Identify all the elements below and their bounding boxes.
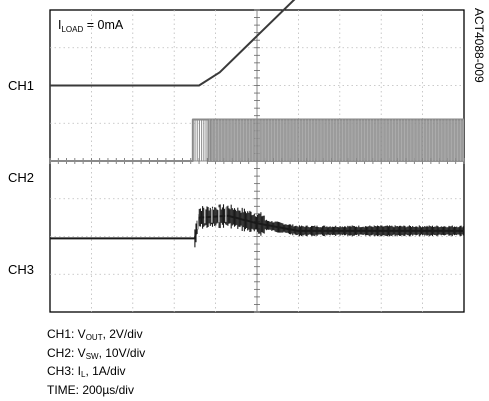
trace-ch1 xyxy=(50,0,296,87)
trace-ch2-switching xyxy=(192,118,464,162)
legend-line-time: TIME: 200µs/div xyxy=(47,382,134,397)
scale-legend: CH1: VOUT, 2V/div CH2: VSW, 10V/div CH3:… xyxy=(47,327,145,401)
traces xyxy=(50,0,464,248)
figure-id: ACT4088-009 xyxy=(472,8,486,83)
trace-ch3-ripple xyxy=(194,204,464,248)
load-annotation: ILOAD = 0mA xyxy=(58,18,124,34)
channel-label-ch2: CH2 xyxy=(8,170,34,185)
legend-line-ch3: CH3: IL, 1A/div xyxy=(47,364,126,380)
channel-label-ch1: CH1 xyxy=(8,78,34,93)
channel-label-ch3: CH3 xyxy=(8,262,34,277)
legend-line-ch2: CH2: VSW, 10V/div xyxy=(47,345,146,361)
legend-line-ch1: CH1: VOUT, 2V/div xyxy=(47,327,143,342)
